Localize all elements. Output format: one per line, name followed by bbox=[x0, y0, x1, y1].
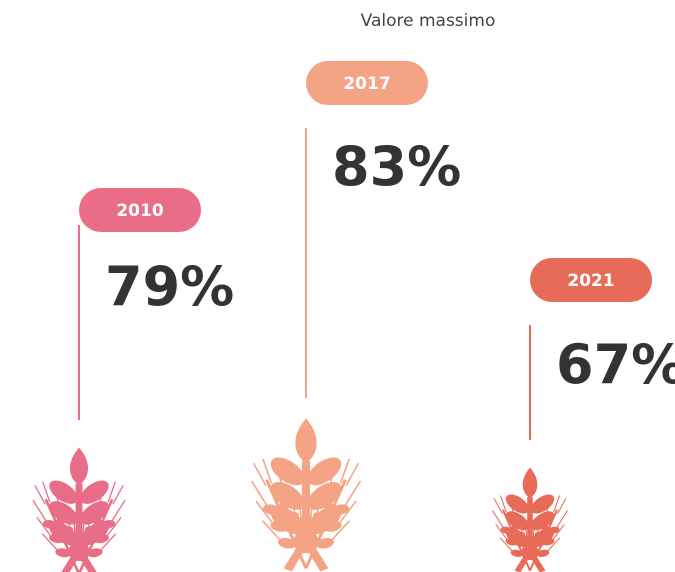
year-label: 2021 bbox=[567, 271, 614, 291]
value-label: 83% bbox=[332, 135, 461, 198]
value-label: 79% bbox=[105, 255, 234, 318]
value-label: 67% bbox=[556, 333, 675, 396]
wheat-shape bbox=[484, 468, 575, 572]
wheat-shape bbox=[23, 447, 135, 572]
year-label: 2017 bbox=[343, 74, 390, 94]
annotation: Valore massimo bbox=[361, 11, 496, 31]
wheat-shape bbox=[240, 418, 373, 572]
wheat-icon bbox=[240, 418, 373, 572]
wheat-icon bbox=[484, 468, 575, 572]
infographic: Valore massimo 2010 79% 2017 83% 2021 67% bbox=[0, 0, 675, 572]
year-label: 2010 bbox=[116, 201, 163, 221]
wheat-icon bbox=[23, 447, 135, 572]
